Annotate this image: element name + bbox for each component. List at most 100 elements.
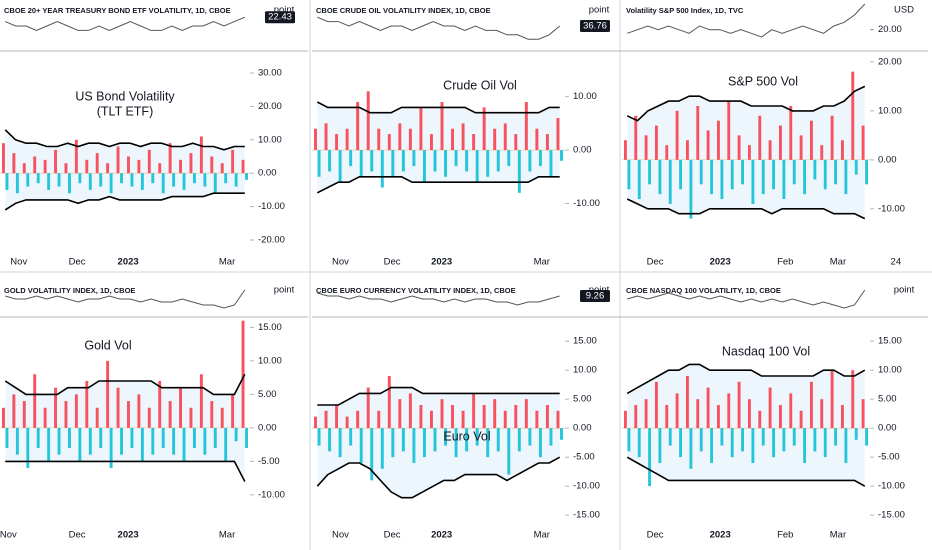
x-tick-label: Dec [69, 530, 86, 541]
histogram-bar [140, 427, 144, 462]
histogram-bar [15, 173, 19, 194]
last-value: 36.76 [583, 21, 607, 32]
x-tick-label: Mar [534, 530, 550, 541]
histogram-bar [224, 427, 228, 462]
histogram-bar [747, 399, 751, 429]
histogram-bar [151, 427, 155, 455]
histogram-bar [528, 428, 532, 446]
histogram-bar [116, 146, 120, 174]
histogram-bar [33, 374, 37, 428]
histogram-bar [391, 150, 395, 177]
histogram-bar [140, 173, 144, 190]
histogram-bar [665, 145, 669, 160]
y-tick-label: 15.00 [258, 322, 282, 333]
y-tick-label: 10.00 [878, 105, 902, 116]
histogram-bar [199, 374, 203, 428]
histogram-bar [851, 370, 855, 429]
histogram-bar [158, 163, 162, 174]
histogram-bar [465, 428, 469, 452]
histogram-bar [54, 149, 57, 174]
histogram-bar [95, 153, 99, 174]
histogram-bar [213, 173, 217, 194]
y-tick-label: -20.00 [258, 234, 285, 245]
histogram-bar [36, 427, 40, 448]
histogram-bar [758, 115, 762, 160]
histogram-bar [803, 428, 807, 463]
histogram-bar [429, 410, 433, 429]
x-tick-label: Mar [534, 257, 550, 268]
histogram-bar [461, 123, 465, 151]
histogram-bar [648, 159, 652, 185]
indicator-title: Volatility S&P 500 Index, 1D, TVC [626, 6, 744, 15]
histogram-bar [648, 428, 652, 487]
histogram-bar [514, 404, 518, 429]
histogram-bar [130, 173, 134, 187]
histogram-bar [809, 381, 813, 429]
histogram-bar [419, 404, 423, 429]
histogram-bar [854, 159, 858, 175]
histogram-bar [727, 393, 731, 429]
x-tick-label: Mar [219, 530, 235, 541]
histogram-bar [524, 399, 528, 429]
histogram-bar [380, 150, 384, 188]
y-tick-label: -15.00 [878, 510, 905, 521]
histogram-bar [356, 410, 360, 429]
histogram-bar [314, 416, 317, 429]
histogram-bar [366, 387, 370, 429]
histogram-bar [792, 428, 796, 446]
x-tick-label: Dec [647, 257, 664, 268]
histogram-bar [359, 428, 363, 463]
histogram-bar [761, 159, 765, 195]
histogram-bar [370, 428, 374, 481]
histogram-bar [172, 173, 176, 187]
y-tick-label: -10.00 [878, 203, 905, 214]
histogram-bar [220, 163, 224, 174]
band-line [626, 456, 866, 487]
histogram-bar [231, 394, 235, 428]
axis-unit: USD [894, 5, 914, 16]
histogram-bar [26, 427, 30, 469]
histogram-bar [861, 399, 865, 429]
histogram-bar [637, 428, 641, 458]
histogram-bar [549, 428, 553, 446]
histogram-bar [454, 428, 458, 458]
histogram-bar [64, 401, 68, 428]
y-tick-label: -10.00 [573, 198, 600, 209]
histogram-bar [820, 145, 824, 160]
histogram-bar [454, 150, 458, 167]
histogram-bar [328, 428, 332, 452]
histogram-bar [43, 159, 47, 174]
y-tick-label: 5.00 [573, 394, 592, 405]
histogram-bar [493, 128, 497, 151]
histogram-bar [517, 150, 521, 193]
histogram-bar [422, 428, 426, 458]
histogram-bar [433, 150, 437, 172]
y-tick-label: 30.00 [258, 68, 282, 79]
histogram-bar [26, 173, 30, 187]
histogram-bar [556, 410, 560, 429]
histogram-bar [679, 159, 683, 190]
histogram-bar [675, 110, 679, 160]
histogram-bar [741, 159, 745, 185]
histogram-bar [696, 399, 700, 429]
histogram-bar [658, 159, 662, 195]
histogram-bar [789, 393, 793, 429]
histogram-bar [109, 173, 113, 194]
histogram-bar [137, 159, 141, 174]
histogram-bar [475, 150, 479, 183]
annotation: US Bond Volatility [75, 89, 175, 103]
histogram-bar [560, 428, 563, 440]
histogram-bar [22, 401, 26, 428]
y-tick-label: -10.00 [878, 481, 905, 492]
histogram-bar [803, 159, 807, 195]
histogram-bar [538, 428, 542, 458]
histogram-bar [213, 427, 217, 448]
histogram-bar [380, 428, 384, 469]
histogram-bar [792, 159, 796, 185]
price-line [317, 16, 561, 40]
histogram-bar [768, 140, 772, 160]
axis-unit: point [894, 285, 915, 296]
y-tick-label: 0.00 [258, 422, 277, 433]
annotation: S&P 500 Vol [728, 74, 798, 88]
